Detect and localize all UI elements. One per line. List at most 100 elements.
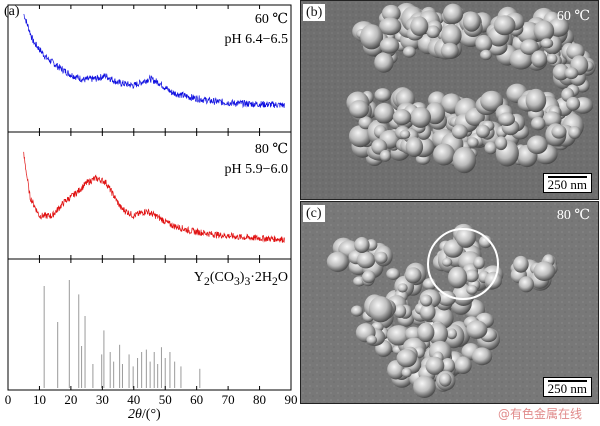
particle — [386, 268, 400, 280]
scale-bar-text: 250 nm — [547, 381, 587, 396]
particle — [366, 335, 378, 345]
particle — [405, 137, 424, 157]
particle — [440, 358, 455, 374]
xrd-series-60c — [23, 13, 285, 109]
particle — [467, 137, 479, 148]
formula-sub: 2 — [272, 274, 278, 288]
reference-lines — [43, 280, 201, 388]
formula-part: (CO — [209, 270, 234, 285]
particle — [466, 285, 478, 295]
particle — [397, 283, 408, 293]
particle — [451, 124, 468, 140]
particle — [540, 38, 554, 49]
particle — [410, 106, 431, 128]
particle — [417, 322, 435, 343]
formula-part: Y — [193, 270, 204, 285]
x-tick-label: 20 — [64, 392, 77, 407]
particle — [386, 325, 411, 346]
particle — [452, 146, 477, 174]
particle — [374, 251, 388, 264]
particle — [531, 50, 548, 68]
panel-label-c: (c) — [303, 205, 325, 222]
particle — [425, 356, 445, 375]
particle — [527, 135, 548, 155]
particle — [564, 67, 579, 80]
scale-bar-line — [547, 380, 587, 382]
particle — [484, 141, 497, 155]
particle — [475, 34, 493, 53]
particle — [348, 125, 372, 148]
particle — [518, 276, 534, 293]
x-axis-tick-labels: 0 10 20 30 40 50 60 70 80 90 — [5, 392, 298, 407]
x-tick-label: 90 — [285, 392, 298, 407]
particle — [433, 143, 455, 166]
sem-image-b: (b) 60 ℃ 250 nm — [300, 0, 599, 200]
particle — [493, 15, 516, 36]
condition-ph: pH 6.4−6.5 — [224, 32, 288, 47]
particle — [379, 149, 391, 162]
particle — [464, 269, 479, 283]
x-tick-label: 10 — [33, 392, 46, 407]
x-tick-label: 40 — [127, 392, 140, 407]
sem-micrograph-b — [301, 1, 598, 199]
particle — [480, 49, 492, 61]
scale-bar-b: 250 nm — [542, 173, 592, 193]
particle — [392, 109, 412, 126]
particle — [466, 320, 488, 339]
particle — [443, 3, 464, 24]
panel-label-a: (a) — [4, 4, 20, 19]
formula-sub: 2 — [203, 274, 210, 288]
condition-temp: 60 ℃ — [254, 12, 288, 27]
particle — [495, 136, 508, 151]
particle — [448, 266, 468, 289]
particle — [441, 24, 462, 47]
particle — [471, 347, 493, 366]
particle — [396, 349, 417, 368]
particle — [410, 16, 429, 36]
formula-sub: 3 — [244, 274, 251, 288]
particle — [374, 88, 392, 102]
formula-part: ·2H — [250, 270, 273, 285]
x-axis-label: 2θ/(°) — [128, 407, 161, 423]
particle — [455, 226, 476, 248]
particle — [542, 111, 562, 128]
highlight-circle — [427, 228, 499, 300]
sem-image-c: (c) 80 ℃ 250 nm — [300, 201, 599, 404]
formula-sub: 3 — [233, 274, 240, 288]
particle — [438, 372, 452, 387]
x-tick-label: 50 — [159, 392, 172, 407]
particle — [354, 237, 370, 253]
particle — [368, 296, 393, 323]
x-tick-label: 60 — [190, 392, 203, 407]
x-tick-label: 70 — [222, 392, 235, 407]
formula-part: ) — [239, 270, 245, 285]
particle — [531, 116, 546, 131]
particle — [568, 126, 581, 139]
particle — [566, 96, 581, 111]
particle — [399, 129, 411, 139]
condition-label-80c: 80 ℃ pH 5.9−6.0 — [224, 140, 288, 180]
particle — [326, 251, 349, 272]
particle — [441, 257, 453, 267]
sem-temperature-b: 60 ℃ — [556, 9, 590, 24]
particle — [479, 235, 493, 249]
sem-temperature-c: 80 ℃ — [556, 208, 590, 223]
particle — [533, 261, 556, 281]
xrd-series-80c — [23, 151, 285, 243]
particle — [403, 46, 416, 58]
particle — [374, 52, 394, 73]
particle — [420, 294, 433, 307]
particle — [360, 24, 384, 50]
x-tick-label: 0 — [5, 392, 12, 407]
panel-label-b: (b) — [303, 4, 326, 21]
particle — [374, 102, 395, 124]
scale-bar-c: 250 nm — [542, 377, 592, 397]
sem-micrograph-c — [301, 202, 598, 403]
particle — [349, 100, 369, 119]
x-axis-ticks — [7, 5, 292, 390]
xrd-chart: 0 10 20 30 40 50 60 70 80 90 — [5, 4, 298, 407]
particle — [551, 125, 567, 139]
particle — [525, 88, 547, 113]
x-tick-label: 30 — [96, 392, 109, 407]
particle — [462, 11, 481, 32]
